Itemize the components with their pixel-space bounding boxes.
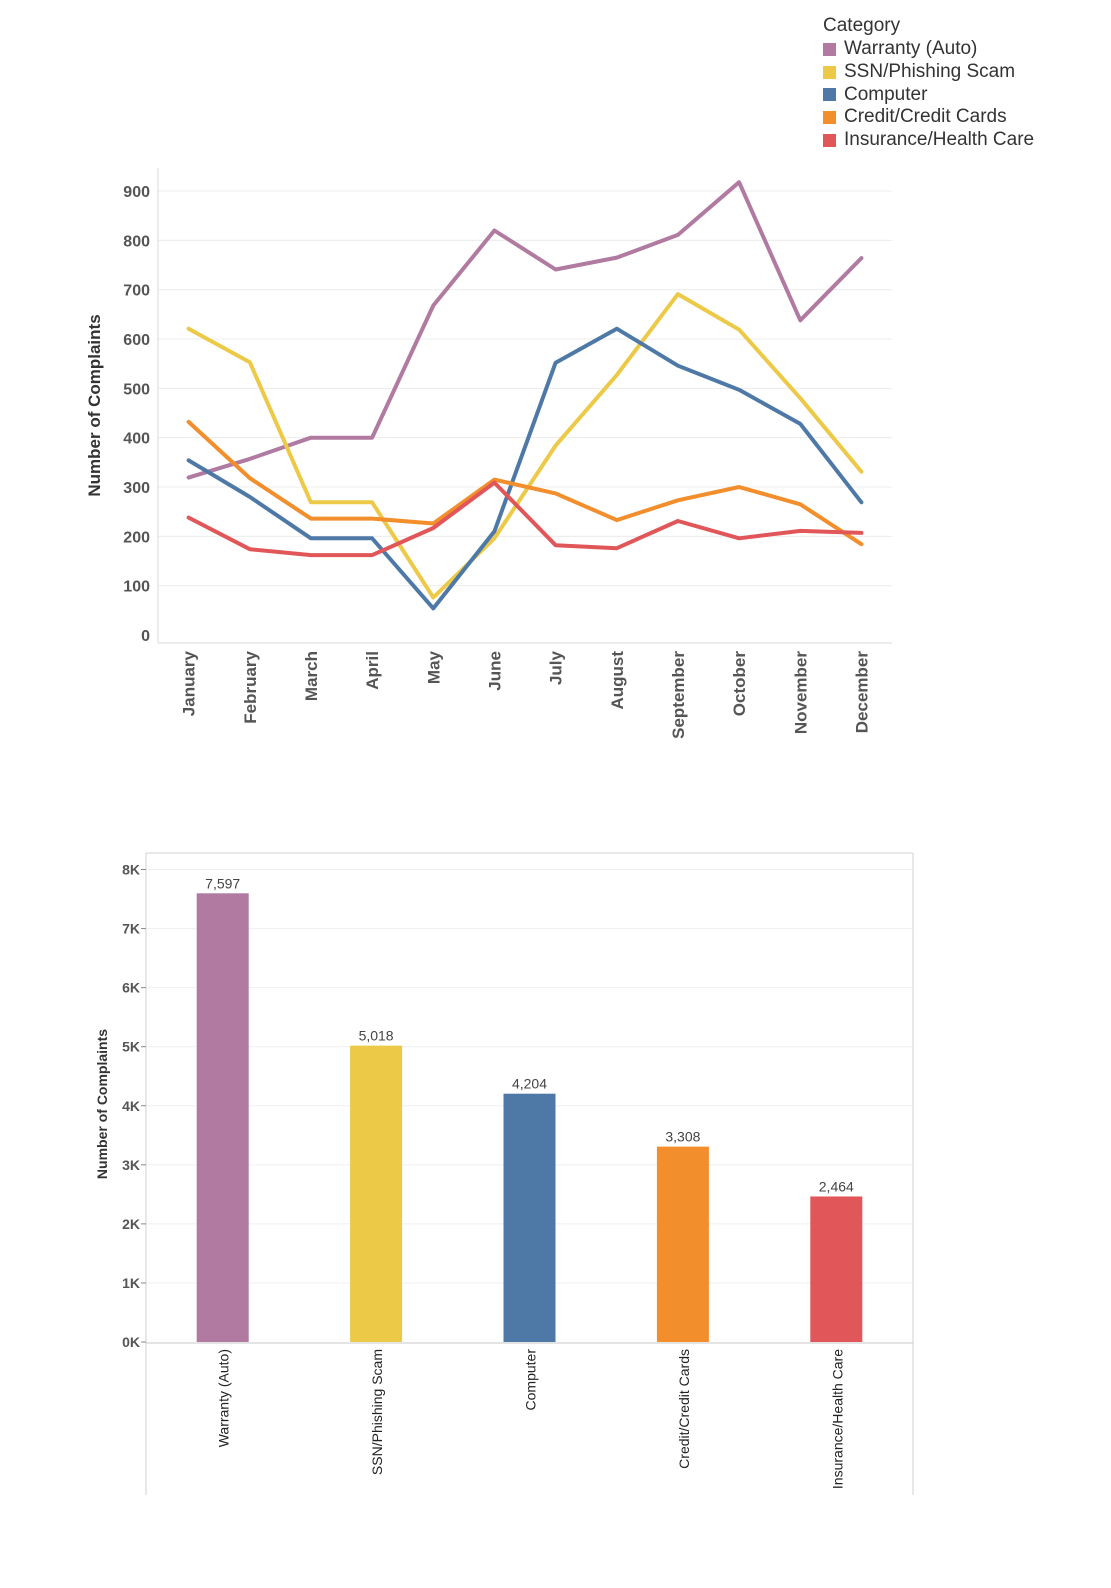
x-tick-label: January: [180, 650, 199, 716]
chart-legend: Category Warranty (Auto) SSN/Phishing Sc…: [823, 14, 1083, 151]
x-tick-label: November: [791, 651, 810, 735]
y-axis-title: Number of Complaints: [85, 314, 104, 496]
x-category-label: Warranty (Auto): [216, 1349, 232, 1447]
bar-value-label: 7,597: [205, 875, 240, 891]
legend-swatch: [823, 65, 836, 79]
x-category-label: Computer: [523, 1349, 539, 1411]
y-tick-label: 0K: [122, 1334, 140, 1350]
legend-title: Category: [823, 15, 901, 36]
y-tick-label: 700: [123, 283, 150, 300]
bar: [656, 1146, 709, 1342]
x-tick-label: December: [852, 651, 871, 734]
bar: [503, 1093, 556, 1342]
y-tick-label: 3K: [122, 1157, 140, 1173]
legend-swatch: [823, 42, 836, 56]
legend-label: Warranty (Auto): [844, 38, 978, 60]
y-tick-label: 1K: [122, 1275, 140, 1291]
series-line: [186, 326, 864, 611]
y-tick-label: 0: [141, 628, 150, 645]
y-tick-label: 300: [123, 480, 150, 497]
legend-swatch: [823, 133, 836, 147]
bar: [810, 1196, 863, 1342]
legend-item-insurance[interactable]: Insurance/Health Care: [823, 129, 1083, 152]
legend-item-ssn-phishing[interactable]: SSN/Phishing Scam: [823, 61, 1083, 84]
legend-swatch: [823, 110, 836, 124]
y-tick-label: 100: [123, 579, 150, 596]
x-tick-label: February: [241, 650, 260, 723]
x-category-label: Insurance/Health Care: [829, 1349, 845, 1489]
x-tick-label: July: [547, 650, 566, 685]
legend-item-credit-cards[interactable]: Credit/Credit Cards: [823, 106, 1083, 129]
y-tick-label: 4K: [122, 1098, 140, 1114]
bar: [350, 1045, 403, 1342]
y-tick-label: 8K: [122, 862, 140, 878]
y-tick-label: 600: [123, 332, 150, 349]
legend-label: Insurance/Health Care: [844, 129, 1035, 151]
bar-value-label: 5,018: [359, 1028, 394, 1044]
bar-value-label: 2,464: [819, 1178, 854, 1194]
x-tick-label: June: [485, 651, 504, 691]
series-line: [186, 480, 864, 558]
series-line: [186, 419, 864, 547]
y-tick-label: 7K: [122, 921, 140, 937]
legend-item-computer[interactable]: Computer: [823, 83, 1083, 106]
y-tick-label: 5K: [122, 1039, 140, 1055]
x-category-label: SSN/Phishing Scam: [369, 1349, 385, 1475]
line-chart: 0 100 200 300 400 500 600 700 800 900 Number of Co…: [85, 168, 892, 739]
legend-label: Credit/Credit Cards: [844, 106, 1007, 128]
bar-value-label: 3,308: [665, 1129, 700, 1145]
y-tick-label: 800: [123, 233, 150, 250]
x-tick-label: September: [669, 651, 688, 739]
bar: [196, 893, 249, 1342]
legend-item-warranty[interactable]: Warranty (Auto): [823, 38, 1083, 61]
y-tick-label: 500: [123, 381, 150, 398]
x-tick-label: March: [302, 651, 321, 701]
x-tick-label: August: [608, 651, 627, 710]
bar-value-label: 4,204: [512, 1076, 547, 1092]
legend-label: SSN/Phishing Scam: [844, 61, 1016, 83]
series-line: [186, 292, 864, 600]
y-tick-label: 2K: [122, 1216, 140, 1232]
legend-swatch: [823, 88, 836, 102]
y-tick-label: 200: [123, 529, 150, 546]
x-tick-label: May: [424, 650, 443, 684]
y-tick-label: 6K: [122, 980, 140, 996]
y-tick-label: 900: [123, 184, 150, 201]
series-line: [186, 180, 864, 480]
legend-label: Computer: [844, 83, 928, 105]
y-axis-title: Number of Complaints: [94, 1029, 110, 1179]
x-tick-label: April: [363, 651, 382, 690]
x-tick-label: October: [730, 651, 749, 717]
x-category-label: Credit/Credit Cards: [676, 1349, 692, 1469]
y-tick-label: 400: [123, 431, 150, 448]
